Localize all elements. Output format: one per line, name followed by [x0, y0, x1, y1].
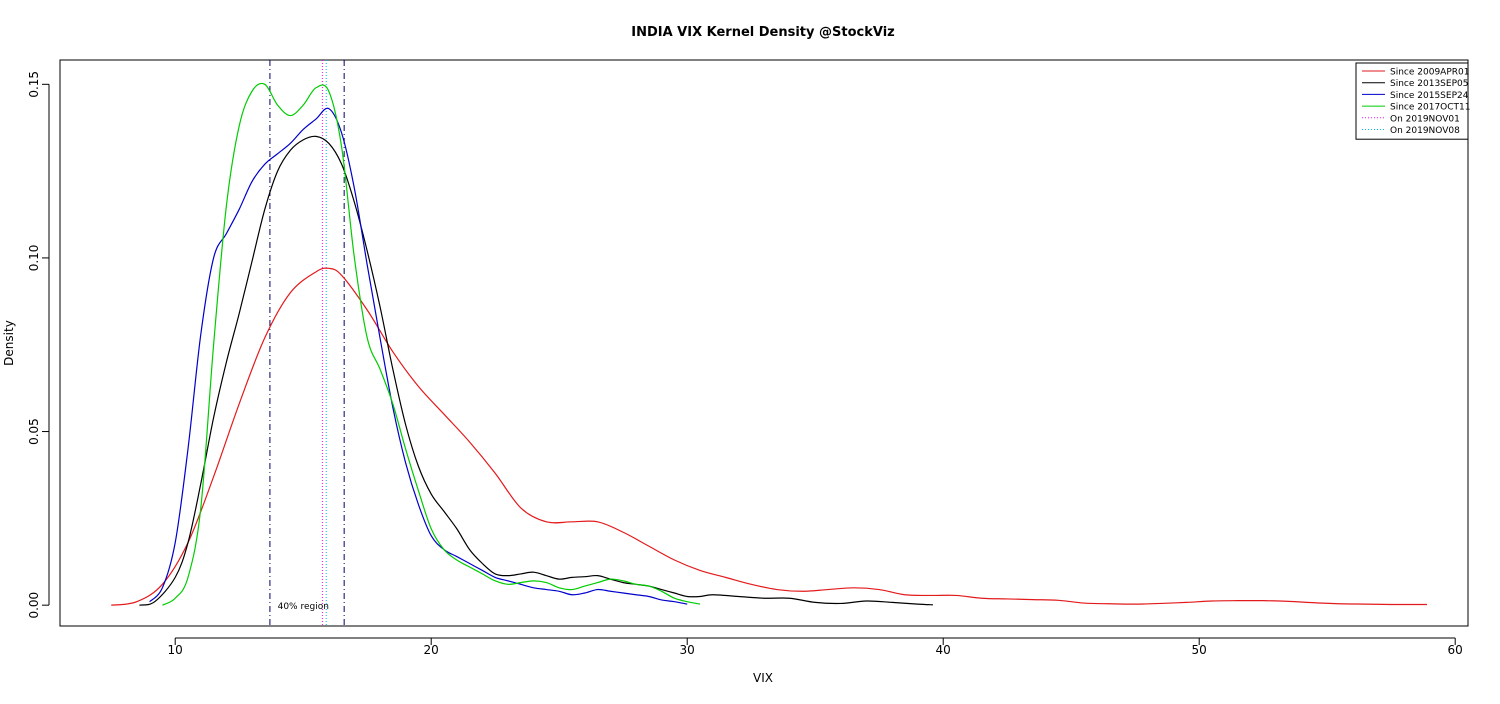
x-tick-label: 50 [1192, 643, 1207, 657]
region-annotation: 40% region [278, 602, 329, 612]
x-axis-title: VIX [753, 671, 773, 685]
y-tick-label: 0.15 [27, 71, 41, 98]
vertical-reference-lines [269, 60, 345, 626]
series-line-since-2013sep05 [139, 135, 933, 606]
legend-label: Since 2015SEP24 [1390, 91, 1469, 101]
density-series [111, 82, 1428, 606]
plot-area-frame [59, 59, 1469, 627]
x-axis: 10 20 30 40 50 60 [168, 637, 1463, 657]
x-tick-label: 40 [936, 643, 951, 657]
annotations: 40% region [278, 602, 329, 612]
y-tick-label: 0.00 [27, 592, 41, 619]
legend-label: On 2019NOV08 [1390, 126, 1460, 136]
legend-label: Since 2009APR01 [1390, 68, 1469, 78]
x-tick-label: 60 [1448, 643, 1463, 657]
series-line-since-2017oct11 [162, 82, 701, 606]
y-axis: 0.00 0.05 0.10 0.15 [27, 71, 50, 619]
x-tick-label: 10 [168, 643, 183, 657]
x-tick-label: 30 [680, 643, 695, 657]
legend-label: Since 2017OCT11 [1390, 103, 1471, 113]
x-tick-label: 20 [424, 643, 439, 657]
series-line-since-2015sep24 [149, 107, 688, 605]
legend-label: On 2019NOV01 [1390, 114, 1460, 124]
legend-label: Since 2013SEP05 [1390, 79, 1468, 89]
y-tick-label: 0.05 [27, 418, 41, 445]
legend-box [1355, 62, 1469, 140]
chart-title: INDIA VIX Kernel Density @StockViz [631, 25, 895, 40]
series-line-since-2009apr01 [111, 267, 1428, 606]
y-axis-title: Density [2, 320, 16, 366]
y-tick-label: 0.10 [27, 245, 41, 272]
